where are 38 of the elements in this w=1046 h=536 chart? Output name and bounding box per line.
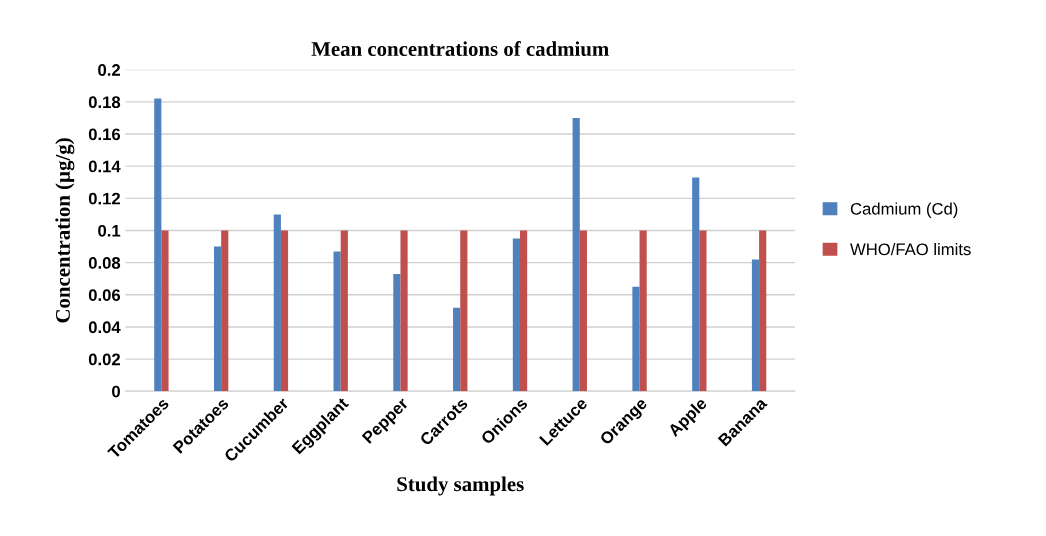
bar (639, 230, 647, 392)
y-tick-label: 0.02 (88, 353, 120, 366)
bar (751, 259, 760, 392)
bar (154, 98, 162, 392)
bar (632, 286, 640, 392)
bar (512, 238, 521, 392)
bar (460, 230, 468, 392)
y-tick-label: 0.16 (88, 128, 121, 141)
y-tick-label: 0.04 (88, 321, 121, 334)
bar (161, 230, 169, 392)
bar (572, 117, 580, 392)
bar (221, 230, 229, 392)
bar (579, 230, 587, 392)
y-tick-label: 0.08 (88, 257, 121, 269)
y-tick-label: 0 (112, 385, 120, 398)
y-tick-label: 0.14 (88, 160, 121, 173)
bar (393, 273, 401, 392)
bar (520, 230, 528, 392)
x-axis-title: Study samples (397, 476, 524, 496)
legend-label: WHO/FAO limits (850, 242, 971, 256)
y-axis-title: Concentration (µg/g) (55, 138, 75, 323)
bar (692, 177, 700, 392)
bar (340, 230, 348, 392)
bar (333, 251, 341, 392)
bar (280, 230, 289, 392)
bar (699, 230, 707, 392)
bar (453, 307, 461, 392)
y-tick-label: 0.2 (98, 64, 120, 76)
bar (213, 246, 222, 392)
legend-label: Cadmium (Cd) (850, 202, 958, 218)
chart-title: Mean concentrations of cadmium (311, 41, 609, 57)
bar (400, 230, 408, 392)
y-tick-label: 0.12 (88, 192, 120, 205)
y-tick-label: 0.18 (88, 96, 121, 109)
bar (273, 214, 281, 392)
y-tick-label: 0.06 (88, 289, 121, 301)
bar (759, 230, 767, 392)
y-tick-label: 0.1 (98, 224, 121, 237)
